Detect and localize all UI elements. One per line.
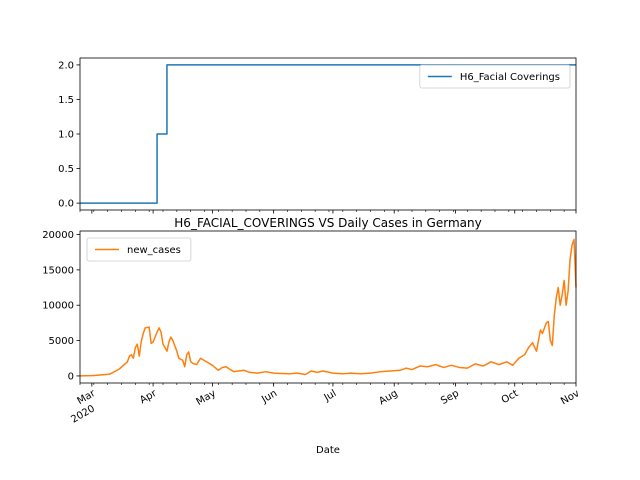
bottom-legend-box [86, 237, 192, 262]
y-tick-label: 0 [68, 371, 74, 382]
top-legend-box [419, 64, 571, 89]
bottom-axes-frame [79, 230, 577, 384]
y-tick-label: 0.0 [58, 199, 74, 210]
y-tick-label: 1.5 [58, 95, 74, 106]
y-tick-label: 5000 [49, 336, 74, 347]
top-axes: 0.0 0.5 1.0 1.5 2.0 H6_Facial Coverings [58, 57, 577, 214]
bottom-y-ticks: 0 5000 10000 15000 20000 [42, 230, 80, 382]
series-line-new_cases [79, 238, 577, 377]
x-axis-label: Date [316, 445, 340, 456]
bottom-legend: new_cases [86, 237, 192, 262]
top-y-ticks: 0.0 0.5 1.0 1.5 2.0 [58, 60, 80, 210]
chart-title: H6_FACIAL_COVERINGS VS Daily Cases in Ge… [174, 216, 481, 230]
y-tick-label: 1.0 [58, 130, 74, 141]
top-axes-frame [79, 57, 577, 211]
y-tick-label: 20000 [42, 230, 74, 241]
y-tick-label: 0.5 [58, 164, 74, 175]
bottom-plot-lines [79, 238, 577, 377]
y-tick-label: 10000 [42, 301, 74, 312]
y-tick-label: 15000 [42, 265, 74, 276]
top-legend: H6_Facial Coverings [419, 64, 571, 89]
series-line-H6_Facial Coverings [80, 64, 576, 204]
bottom-legend-label: new_cases [127, 245, 181, 256]
top-plot-lines [80, 64, 576, 204]
top-legend-label: H6_Facial Coverings [460, 72, 560, 83]
y-tick-label: 2.0 [58, 60, 74, 71]
